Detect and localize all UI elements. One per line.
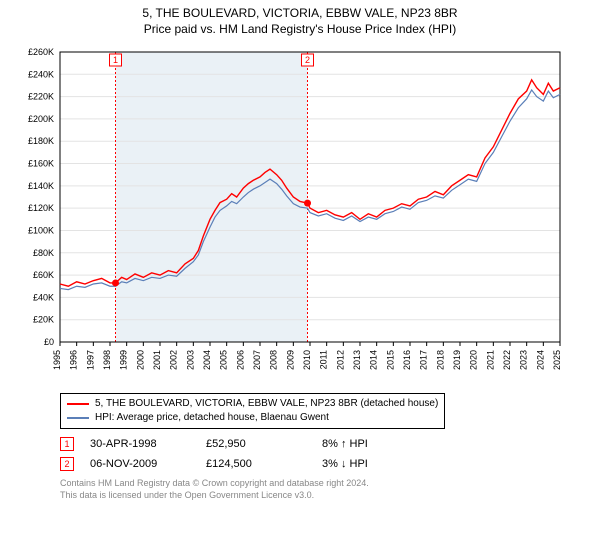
svg-text:2006: 2006	[235, 350, 245, 370]
svg-text:£200K: £200K	[28, 114, 54, 124]
event-delta: 3% ↓ HPI	[322, 458, 422, 470]
svg-text:£40K: £40K	[33, 292, 54, 302]
svg-text:£120K: £120K	[28, 203, 54, 213]
svg-text:2010: 2010	[302, 350, 312, 370]
svg-text:2009: 2009	[285, 350, 295, 370]
legend-label: HPI: Average price, detached house, Blae…	[95, 411, 329, 425]
svg-text:1997: 1997	[85, 350, 95, 370]
footer-line: This data is licensed under the Open Gov…	[60, 489, 590, 501]
svg-text:2007: 2007	[252, 350, 262, 370]
svg-text:2013: 2013	[352, 350, 362, 370]
svg-text:£20K: £20K	[33, 315, 54, 325]
svg-text:£0: £0	[44, 337, 54, 347]
event-marker-icon: 2	[60, 457, 74, 471]
svg-text:2: 2	[305, 55, 310, 65]
svg-text:2019: 2019	[452, 350, 462, 370]
footer-line: Contains HM Land Registry data © Crown c…	[60, 477, 590, 489]
line-chart: £0 £20K £40K £60K £80K £100K £120K £140K £160K £1…	[10, 42, 570, 382]
svg-text:2024: 2024	[535, 350, 545, 370]
svg-text:2016: 2016	[402, 350, 412, 370]
legend-swatch	[67, 403, 89, 405]
event-price: £52,950	[206, 438, 306, 450]
legend-item: HPI: Average price, detached house, Blae…	[67, 411, 438, 425]
chart-area: £0 £20K £40K £60K £80K £100K £120K £140K £160K £1…	[10, 42, 590, 387]
svg-text:2023: 2023	[519, 350, 529, 370]
svg-text:1999: 1999	[119, 350, 129, 370]
svg-text:£60K: £60K	[33, 270, 54, 280]
svg-text:£240K: £240K	[28, 69, 54, 79]
title-line-2: Price paid vs. HM Land Registry's House …	[10, 22, 590, 36]
svg-text:£100K: £100K	[28, 225, 54, 235]
svg-text:2021: 2021	[485, 350, 495, 370]
sale-events: 1 30-APR-1998 £52,950 8% ↑ HPI 2 06-NOV-…	[60, 437, 590, 471]
svg-text:2002: 2002	[169, 350, 179, 370]
svg-text:2003: 2003	[185, 350, 195, 370]
legend: 5, THE BOULEVARD, VICTORIA, EBBW VALE, N…	[60, 393, 445, 429]
event-date: 30-APR-1998	[90, 438, 190, 450]
svg-text:2001: 2001	[152, 350, 162, 370]
svg-text:£180K: £180K	[28, 136, 54, 146]
svg-text:2014: 2014	[369, 350, 379, 370]
svg-text:2015: 2015	[385, 350, 395, 370]
event-date: 06-NOV-2009	[90, 458, 190, 470]
svg-text:£220K: £220K	[28, 92, 54, 102]
svg-text:2005: 2005	[219, 350, 229, 370]
svg-text:£160K: £160K	[28, 159, 54, 169]
event-marker-icon: 1	[60, 437, 74, 451]
svg-text:2018: 2018	[435, 350, 445, 370]
footer: Contains HM Land Registry data © Crown c…	[60, 477, 590, 501]
event-row: 1 30-APR-1998 £52,950 8% ↑ HPI	[60, 437, 590, 451]
svg-text:2012: 2012	[335, 350, 345, 370]
event-price: £124,500	[206, 458, 306, 470]
legend-label: 5, THE BOULEVARD, VICTORIA, EBBW VALE, N…	[95, 397, 438, 411]
svg-text:£80K: £80K	[33, 248, 54, 258]
legend-swatch	[67, 417, 89, 419]
svg-text:1995: 1995	[52, 350, 62, 370]
svg-text:2022: 2022	[502, 350, 512, 370]
svg-text:1998: 1998	[102, 350, 112, 370]
event-delta: 8% ↑ HPI	[322, 438, 422, 450]
svg-text:2020: 2020	[469, 350, 479, 370]
svg-text:£260K: £260K	[28, 47, 54, 57]
svg-text:£140K: £140K	[28, 181, 54, 191]
legend-item: 5, THE BOULEVARD, VICTORIA, EBBW VALE, N…	[67, 397, 438, 411]
event-row: 2 06-NOV-2009 £124,500 3% ↓ HPI	[60, 457, 590, 471]
svg-text:2004: 2004	[202, 350, 212, 370]
svg-text:2000: 2000	[135, 350, 145, 370]
title-line-1: 5, THE BOULEVARD, VICTORIA, EBBW VALE, N…	[10, 6, 590, 20]
svg-text:2017: 2017	[419, 350, 429, 370]
svg-text:1: 1	[113, 55, 118, 65]
svg-text:2008: 2008	[269, 350, 279, 370]
svg-text:2025: 2025	[552, 350, 562, 370]
svg-text:1996: 1996	[69, 350, 79, 370]
svg-text:2011: 2011	[319, 350, 329, 369]
